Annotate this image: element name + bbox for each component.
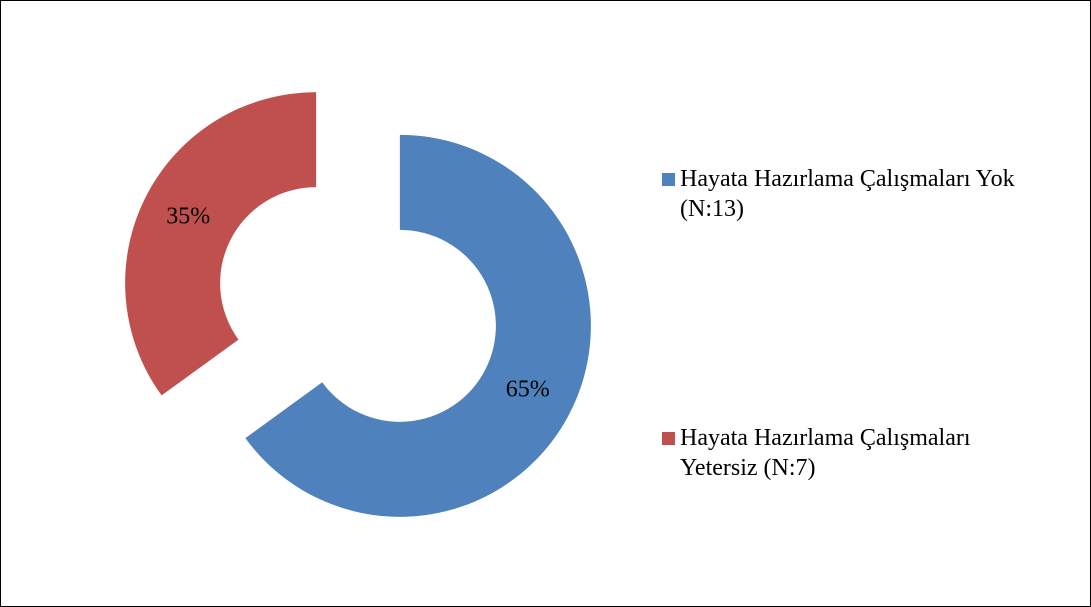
legend-item: Hayata Hazırlama Çalışmaları Yetersiz (N… <box>662 423 1082 483</box>
data-label: 35% <box>166 204 210 230</box>
donut-slice <box>245 134 591 517</box>
legend-label: Hayata Hazırlama Çalışmaları Yetersiz (N… <box>680 425 971 481</box>
data-label: 65% <box>506 376 550 402</box>
legend-label: Hayata Hazırlama Çalışmaları Yok (N:13) <box>680 166 1015 222</box>
legend-item: Hayata Hazırlama Çalışmaları Yok (N:13) <box>662 164 1082 224</box>
donut-slice <box>125 92 317 396</box>
legend-swatch <box>662 432 675 445</box>
legend-swatch <box>662 173 675 186</box>
